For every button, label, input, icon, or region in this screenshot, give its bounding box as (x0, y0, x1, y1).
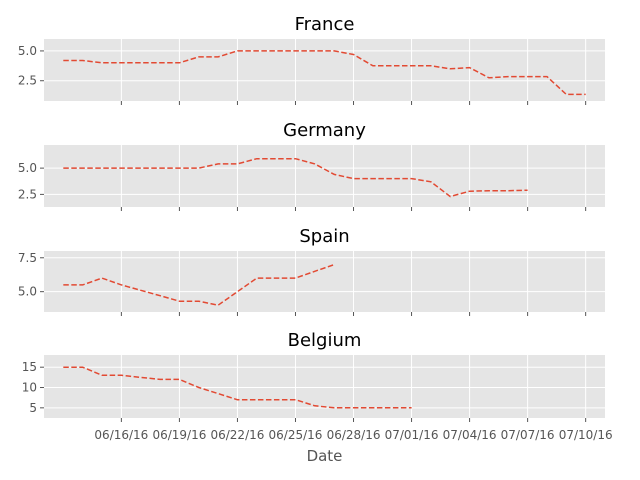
x-tick-label-8: 07/10/16 (559, 428, 613, 442)
series-line-belgium (63, 366, 412, 409)
x-tick-label-0: 06/16/16 (94, 428, 148, 442)
y-tick-label-0-0: 2.5 (18, 74, 37, 88)
panel-title-germany: Germany (283, 120, 366, 141)
panel-background-2 (44, 251, 605, 312)
x-tick-label-5: 07/01/16 (385, 428, 439, 442)
x-tick-label-3: 06/25/16 (269, 428, 323, 442)
y-tick-label-1-1: 5.0 (18, 161, 37, 175)
y-tick-label-3-0: 5 (29, 401, 37, 415)
x-tick-label-7: 07/07/16 (501, 428, 555, 442)
y-tick-label-1-0: 2.5 (18, 187, 37, 201)
panel-title-spain: Spain (299, 226, 349, 247)
x-tick-label-4: 06/28/16 (327, 428, 381, 442)
y-tick-label-0-1: 5.0 (18, 44, 37, 58)
series-line-germany (63, 157, 528, 198)
panel-background-3 (44, 355, 605, 418)
panel-title-belgium: Belgium (288, 330, 362, 351)
y-tick-label-2-1: 7.5 (18, 251, 37, 265)
panel-title-france: France (295, 14, 355, 35)
y-tick-label-3-2: 15 (22, 360, 37, 374)
y-tick-label-3-1: 10 (22, 381, 37, 395)
x-tick-label-2: 06/22/16 (210, 428, 264, 442)
panel-background-1 (44, 145, 605, 207)
panel-background-0 (44, 39, 605, 101)
x-axis-label: Date (307, 447, 343, 465)
y-tick-label-2-0: 5.0 (18, 285, 37, 299)
series-line-spain (63, 263, 335, 307)
x-tick-label-1: 06/19/16 (152, 428, 206, 442)
x-tick-label-6: 07/04/16 (443, 428, 497, 442)
series-line-france (63, 50, 586, 96)
